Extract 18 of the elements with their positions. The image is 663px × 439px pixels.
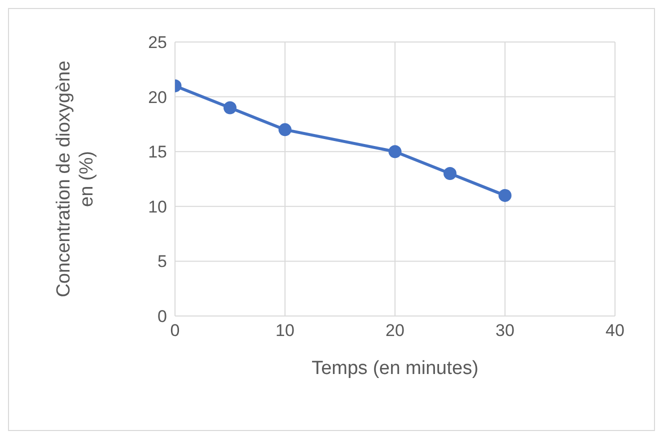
y-axis-title: Concentration de dioxygène en (%)	[54, 60, 98, 298]
y-tick-label: 5	[158, 252, 167, 272]
x-tick-label: 10	[276, 321, 294, 340]
x-axis-title: Temps (en minutes)	[312, 358, 478, 379]
y-tick-label: 0	[158, 307, 167, 326]
point	[388, 145, 402, 158]
y-tick-label: 10	[148, 197, 167, 216]
point	[278, 123, 292, 136]
y-tick-label: 20	[148, 88, 167, 107]
y-tick-label: 15	[148, 142, 167, 162]
point	[444, 167, 456, 180]
x-tick-label: 30	[496, 321, 514, 340]
point	[498, 188, 512, 202]
x-tick-label: 0	[170, 321, 180, 340]
x-tick-label: 40	[606, 321, 624, 340]
point	[224, 101, 236, 114]
y-tick-label: 25	[148, 33, 167, 52]
x-tick-label: 20	[386, 321, 404, 340]
